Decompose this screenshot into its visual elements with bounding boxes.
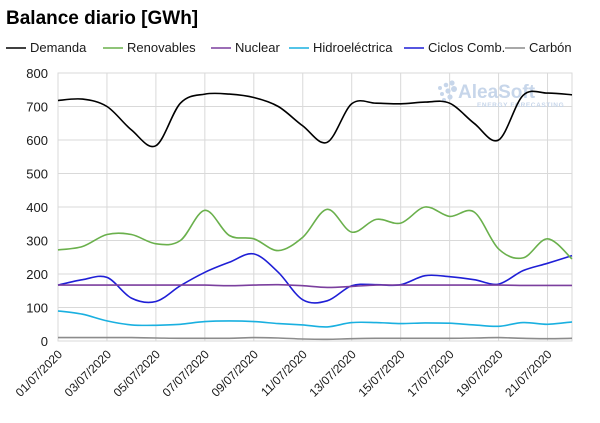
legend-item-carbon: Carbón: [505, 40, 572, 55]
series-line-renovables: [57, 206, 573, 260]
aleasoft-logo-icon: [438, 80, 457, 102]
y-tick-label: 800: [26, 66, 48, 81]
y-tick-label: 0: [41, 334, 48, 349]
chart-title: Balance diario [GWh]: [6, 8, 198, 29]
series-line-demanda: [57, 90, 573, 148]
y-axis-ticks: 0 100 200 300 400 500 600 700 800: [26, 66, 48, 349]
x-tick-label: 17/07/2020: [404, 347, 457, 400]
legend-label: Carbón: [529, 40, 572, 55]
x-tick-label: 03/07/2020: [62, 347, 115, 400]
logo-dot: [449, 80, 455, 86]
legend-item-nuclear: Nuclear: [211, 40, 280, 55]
x-tick-label: 01/07/2020: [13, 347, 66, 400]
watermark-tagline: ENERGY FORECASTING: [477, 102, 564, 109]
legend-label: Hidroeléctrica: [313, 40, 393, 55]
logo-dot: [438, 86, 442, 90]
y-tick-label: 400: [26, 200, 48, 215]
x-tick-label: 11/07/2020: [258, 347, 310, 399]
x-tick-label: 21/07/2020: [502, 347, 555, 400]
y-tick-label: 300: [26, 234, 48, 249]
legend-item-renovables: Renovables: [103, 40, 196, 55]
y-tick-label: 500: [26, 167, 48, 182]
logo-dot: [440, 92, 444, 96]
legend-label: Renovables: [127, 40, 196, 55]
legend-label: Ciclos Comb.: [428, 40, 505, 55]
legend-item-hidroelectrica: Hidroeléctrica: [289, 40, 393, 55]
watermark: AleaSoft ENERGY FORECASTING: [438, 80, 564, 109]
x-tick-label: 19/07/2020: [453, 347, 506, 400]
x-tick-label: 13/07/2020: [306, 347, 359, 400]
watermark-brand: AleaSoft: [458, 82, 536, 103]
series-line-hidroelectrica: [57, 310, 573, 328]
series-line-ciclos-comb: [57, 252, 573, 304]
x-tick-label: 05/07/2020: [111, 347, 164, 400]
logo-dot: [451, 86, 457, 92]
chart-legend: Demanda Renovables Nuclear Hidroeléctrica Ci…: [6, 40, 572, 55]
logo-dot: [443, 82, 449, 88]
x-tick-label: 15/07/2020: [355, 347, 408, 400]
logo-dot: [447, 94, 453, 100]
legend-item-demanda: Demanda: [6, 40, 87, 55]
y-tick-label: 100: [26, 301, 48, 316]
y-tick-label: 700: [26, 100, 48, 115]
chart-series: [57, 90, 573, 341]
y-tick-label: 600: [26, 133, 48, 148]
x-tick-label: 09/07/2020: [209, 347, 262, 400]
legend-label: Nuclear: [235, 40, 280, 55]
chart-grid: [57, 72, 573, 342]
logo-dot: [445, 88, 451, 94]
legend-item-ciclos-comb: Ciclos Comb.: [404, 40, 505, 55]
series-line-nuclear: [58, 283, 572, 289]
x-tick-label: 07/07/2020: [160, 347, 213, 400]
series-line-carbon: [58, 336, 573, 341]
y-tick-label: 200: [26, 267, 48, 282]
legend-label: Demanda: [30, 40, 87, 55]
plot-frame: [57, 72, 573, 342]
x-axis-ticks: 01/07/202003/07/202005/07/202007/07/2020…: [13, 347, 555, 400]
